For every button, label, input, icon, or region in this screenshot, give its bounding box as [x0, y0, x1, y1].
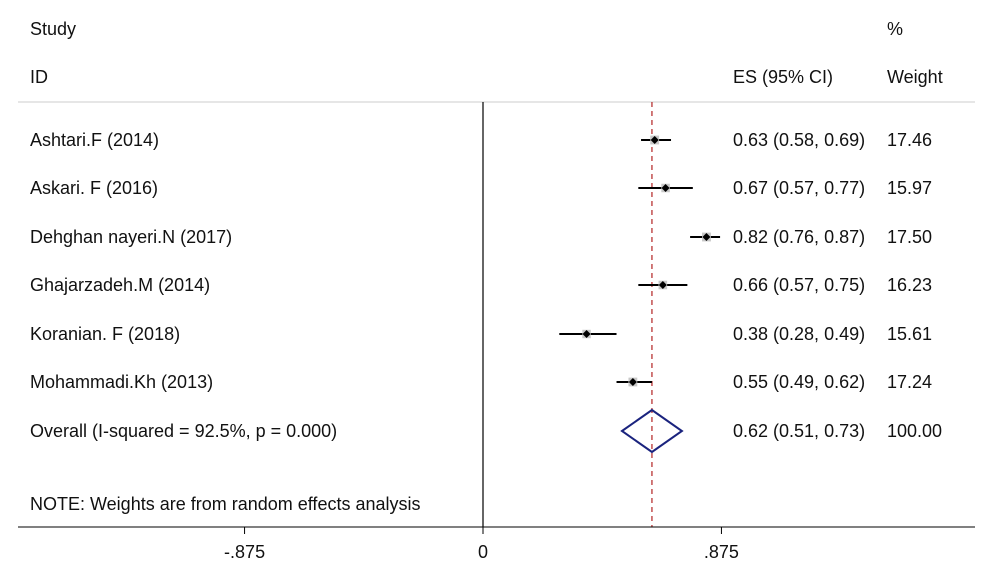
point-estimate: [628, 378, 637, 386]
study-es: 0.63 (0.58, 0.69): [733, 130, 866, 150]
overall-weight: 100.00: [887, 421, 943, 441]
x-tick-label: .875: [704, 542, 739, 562]
header-id: ID: [30, 67, 48, 87]
x-tick-label: -.875: [224, 542, 265, 562]
point-estimate: [582, 330, 591, 338]
study-label: Mohammadi.Kh (2013): [30, 372, 214, 392]
header-es: ES (95% CI): [733, 67, 834, 87]
point-estimate: [661, 184, 670, 192]
study-label: Dehghan nayeri.N (2017): [30, 227, 233, 247]
overall-label: Overall (I-squared = 92.5%, p = 0.000): [30, 421, 338, 441]
study-es: 0.67 (0.57, 0.77): [733, 178, 866, 198]
x-tick-label: 0: [478, 542, 488, 562]
study-es: 0.66 (0.57, 0.75): [733, 275, 866, 295]
header-percent: %: [887, 19, 904, 39]
header-study: Study: [30, 19, 77, 39]
overall-diamond: [620, 408, 684, 454]
point-estimate: [650, 136, 659, 144]
study-weight: 15.97: [887, 178, 933, 198]
study-es: 0.55 (0.49, 0.62): [733, 372, 866, 392]
study-weight: 17.46: [887, 130, 933, 150]
header-weight: Weight: [887, 67, 943, 87]
point-estimate: [658, 281, 667, 289]
study-label: Askari. F (2016): [30, 178, 159, 198]
study-es: 0.38 (0.28, 0.49): [733, 324, 866, 344]
study-weight: 15.61: [887, 324, 933, 344]
study-es: 0.82 (0.76, 0.87): [733, 227, 866, 247]
study-label: Ashtari.F (2014): [30, 130, 160, 150]
study-weight: 17.24: [887, 372, 933, 392]
study-weight: 16.23: [887, 275, 933, 295]
overall-es: 0.62 (0.51, 0.73): [733, 421, 866, 441]
point-estimate: [702, 233, 711, 241]
note-text: NOTE: Weights are from random effects an…: [30, 494, 421, 514]
study-weight: 17.50: [887, 227, 933, 247]
study-label: Ghajarzadeh.M (2014): [30, 275, 211, 295]
study-label: Koranian. F (2018): [30, 324, 181, 344]
